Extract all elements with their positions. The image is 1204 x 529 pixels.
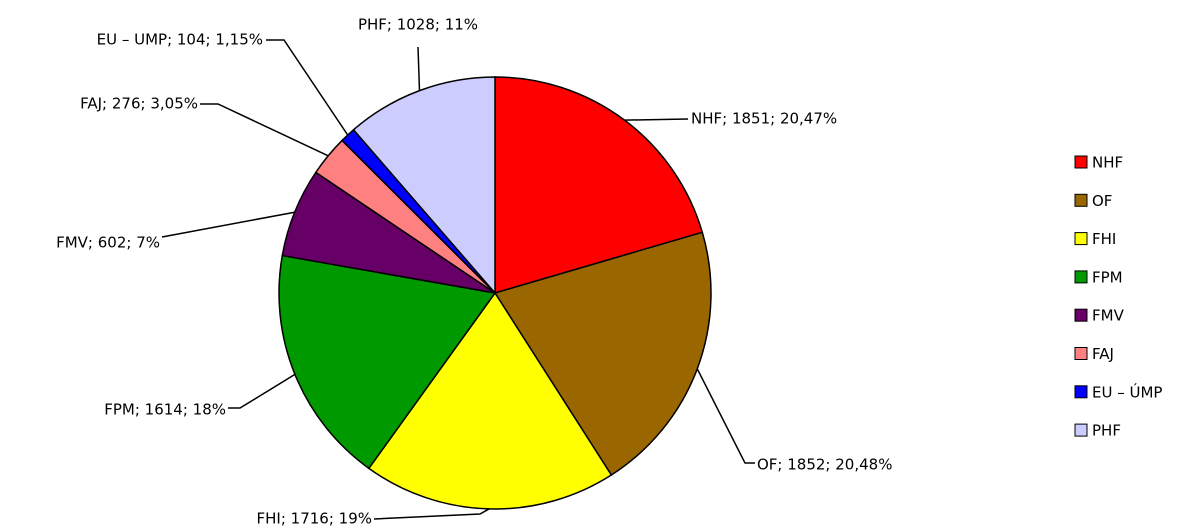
data-label: PHF; 1028; 11% [358, 16, 478, 34]
leader-line [373, 508, 490, 520]
leader-line [696, 368, 755, 464]
legend-swatch [1074, 155, 1088, 169]
legend-swatch [1074, 308, 1088, 322]
legend-label: PHF [1092, 422, 1121, 440]
leader-line [624, 118, 689, 121]
pie-slice [493, 231, 712, 477]
legend-label: NHF [1092, 154, 1123, 172]
data-label: EU – UMP; 104; 1,15% [97, 31, 263, 49]
legend-swatch [1074, 385, 1088, 399]
legend-label: FAJ [1092, 345, 1114, 363]
legend-label: FMV [1092, 307, 1125, 325]
legend-label: OF [1092, 192, 1112, 210]
legend-label: EU – ÚMP [1092, 382, 1162, 401]
leader-line [266, 39, 349, 136]
data-label: FHI; 1716; 19% [257, 510, 373, 528]
legend-swatch [1074, 270, 1088, 284]
leader-line [228, 373, 296, 409]
legend-swatch [1074, 193, 1088, 207]
leader-line [417, 46, 421, 91]
pie-slice [494, 76, 704, 295]
legend-label: FPM [1092, 268, 1123, 286]
data-label: FAJ; 276; 3,05% [80, 95, 198, 113]
legend-swatch [1074, 347, 1088, 360]
data-label: FPM; 1614; 18% [104, 401, 226, 419]
legend-label: FHI [1092, 230, 1116, 248]
data-label: OF; 1852; 20,48% [757, 456, 892, 474]
data-label: NHF; 1851; 20,47% [691, 110, 837, 128]
data-label: FMV; 602; 7% [56, 234, 160, 252]
leader-line [161, 211, 295, 238]
legend-swatch [1074, 232, 1088, 246]
legend-swatch [1074, 423, 1088, 437]
pie-slice [352, 76, 496, 296]
leader-line [200, 103, 329, 157]
